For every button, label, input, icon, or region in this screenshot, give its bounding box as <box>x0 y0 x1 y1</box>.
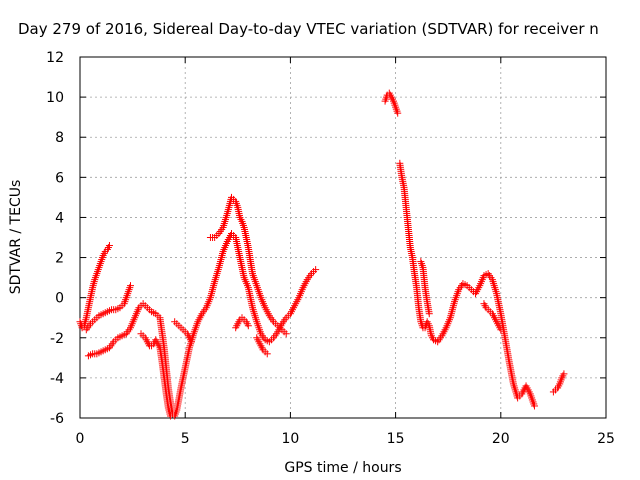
axis-ticks: 0 5 10 15 20 25 -6 -4 -2 0 2 4 6 8 10 12 <box>46 50 615 447</box>
data-point <box>394 109 402 117</box>
data-point <box>244 322 252 330</box>
data-point <box>497 326 505 334</box>
x-axis-label: GPS time / hours <box>284 460 401 476</box>
plot-frame <box>79 56 607 419</box>
data-point <box>425 310 433 318</box>
x-tick-label: 25 <box>597 431 615 447</box>
x-tick-label: 20 <box>492 431 510 447</box>
data-points <box>76 89 568 420</box>
y-tick-label: 12 <box>46 50 64 66</box>
data-point <box>263 350 271 358</box>
chart-title: Day 279 of 2016, Sidereal Day-to-day VTE… <box>18 20 599 38</box>
data-point <box>282 330 290 338</box>
y-tick-label: 2 <box>55 251 64 267</box>
y-tick-label: 0 <box>55 291 64 307</box>
x-tick-label: 15 <box>387 431 405 447</box>
y-tick-label: -4 <box>50 371 64 387</box>
y-axis-label: SDTVAR / TECUs <box>8 180 24 295</box>
data-point <box>188 338 196 346</box>
data-point <box>126 282 134 290</box>
data-point <box>560 370 568 378</box>
y-tick-label: 10 <box>46 90 64 106</box>
data-point <box>312 266 320 274</box>
y-tick-label: 8 <box>55 130 64 146</box>
data-point <box>105 242 113 250</box>
y-tick-label: 4 <box>55 210 64 226</box>
y-tick-label: -2 <box>50 331 64 347</box>
x-tick-label: 10 <box>281 431 299 447</box>
y-tick-label: -6 <box>50 411 64 427</box>
x-tick-label: 0 <box>76 431 85 447</box>
data-point <box>166 412 174 420</box>
data-point <box>530 402 538 410</box>
y-tick-label: 6 <box>55 170 64 186</box>
x-tick-label: 5 <box>181 431 190 447</box>
